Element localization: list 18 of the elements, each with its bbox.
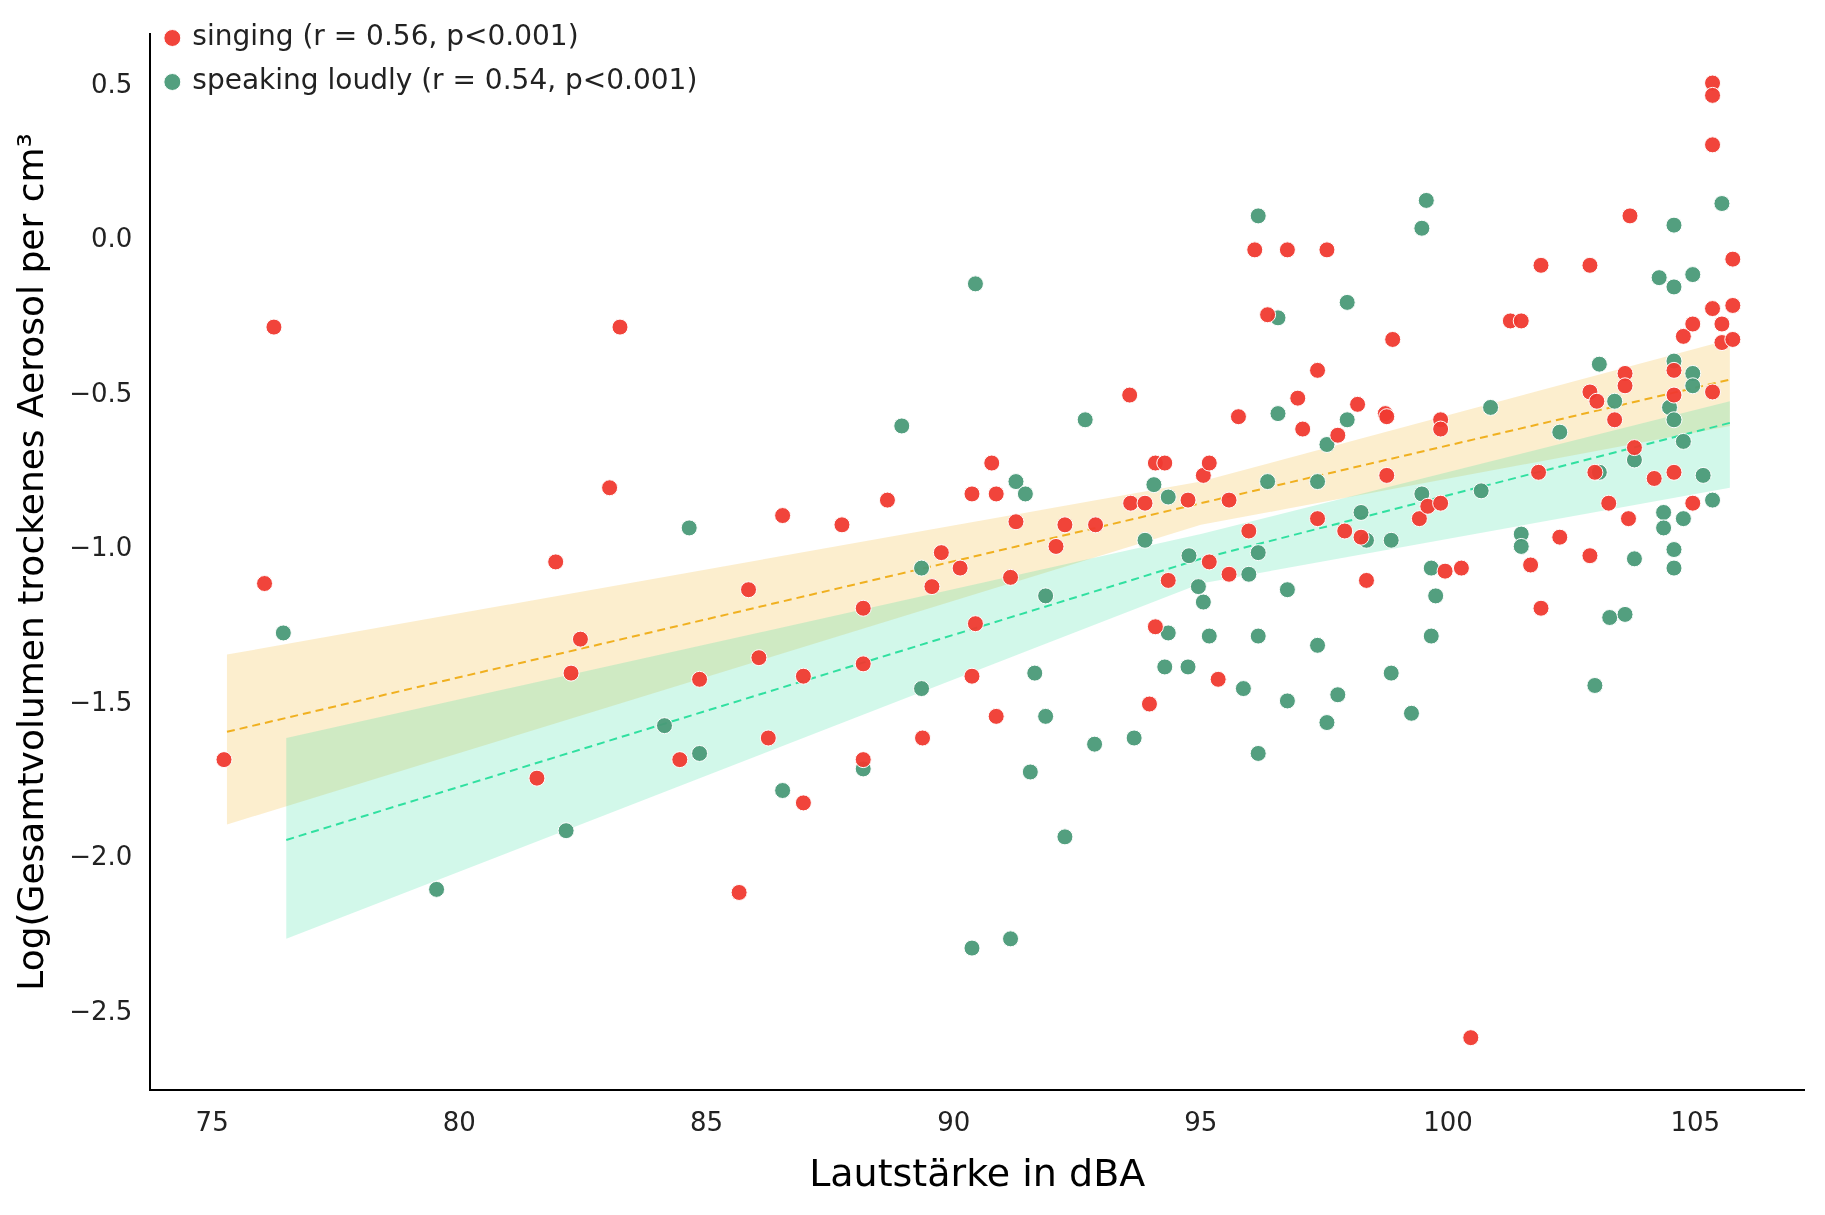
x-tick-label: 100 <box>1423 1106 1473 1137</box>
y-tick-label: −2.0 <box>69 841 133 872</box>
x-tick-label: 105 <box>1670 1106 1721 1137</box>
legend-label: singing (r = 0.56, p<0.001) <box>192 19 579 53</box>
x-axis-title: Lautstärke in dBA <box>809 1151 1146 1196</box>
y-tick-label: −2.5 <box>69 995 133 1026</box>
y-tick-label: −0.5 <box>69 377 133 408</box>
x-tick-label: 75 <box>195 1106 229 1137</box>
y-tick-label: 0.0 <box>90 223 133 254</box>
y-tick-label: −1.5 <box>69 686 133 717</box>
x-tick-label: 80 <box>442 1106 476 1137</box>
x-tick-label: 90 <box>937 1106 971 1137</box>
y-tick-label: 0.5 <box>90 68 133 99</box>
x-tick-label: 95 <box>1184 1106 1218 1137</box>
legend-label: speaking loudly (r = 0.54, p<0.001) <box>192 63 698 97</box>
y-axis-title: Log(Gesamtvolumen trockenes Aerosol per cm³ <box>9 133 51 991</box>
y-tick-label: −1.0 <box>69 532 133 563</box>
x-tick-label: 85 <box>689 1106 724 1137</box>
